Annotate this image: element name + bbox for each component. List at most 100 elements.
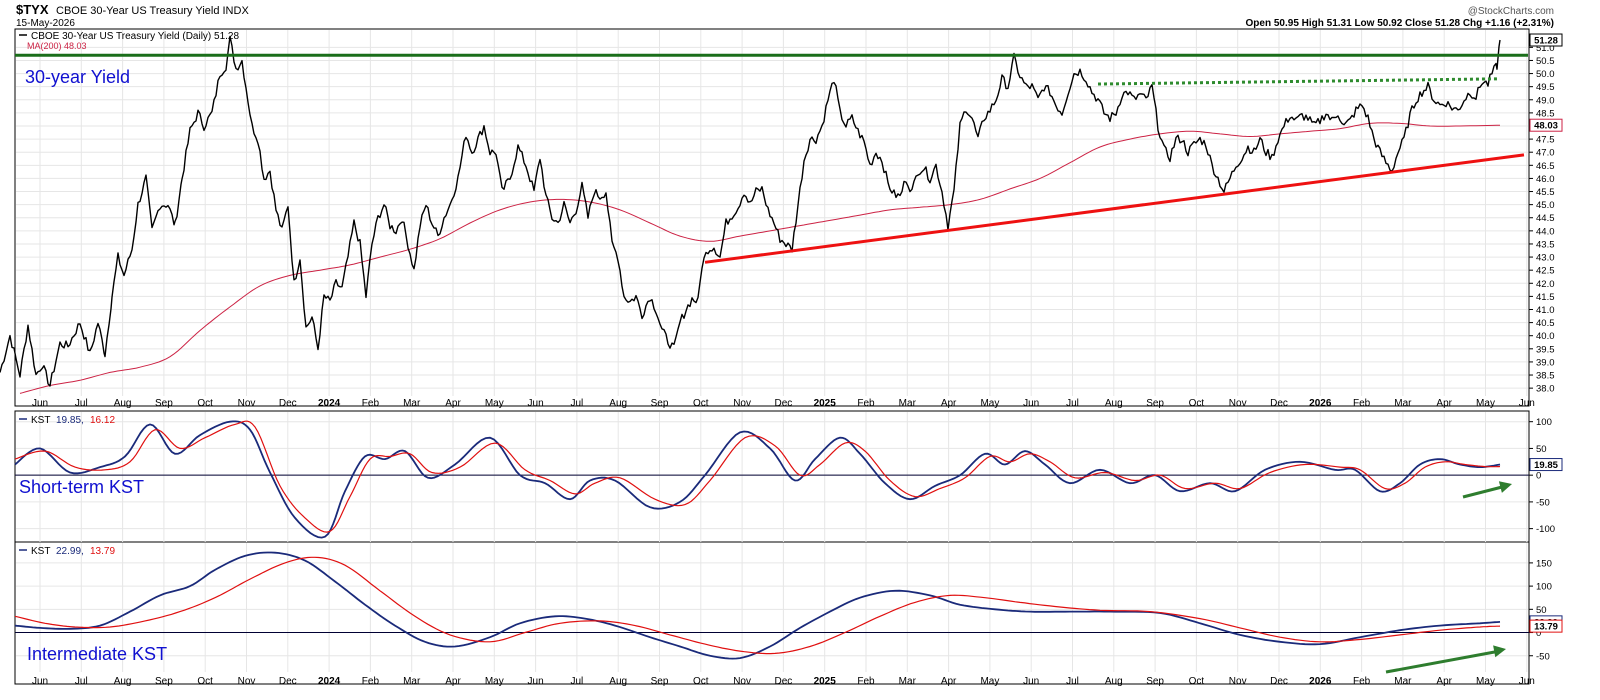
month-tick-label: Mar	[899, 676, 917, 687]
y-tick-label: 46.5	[1536, 161, 1555, 172]
price-legend: CBOE 30-Year US Treasury Yield (Daily) 5…	[19, 31, 239, 51]
month-tick-label: Oct	[1189, 676, 1205, 687]
month-tick-label: Aug	[1105, 676, 1123, 687]
symbol-label: $TYX	[16, 2, 49, 17]
dotted-resistance-line	[1097, 77, 1501, 86]
month-tick-label: Sep	[155, 676, 173, 687]
y-tick-label: 43.0	[1536, 253, 1555, 264]
month-tick-label: Feb	[857, 676, 875, 687]
y-tick-label: 43.5	[1536, 239, 1555, 250]
month-tick-label: Nov	[1229, 398, 1247, 409]
x-axis-ticks: Jun Jun Jul Jul Aug Aug Sep Sep Oct Oct Nov Nov Dec D…	[32, 398, 1535, 687]
short-kst-panel-label: Short-term KST	[19, 477, 144, 497]
y-tick-label: 50.0	[1536, 69, 1555, 80]
month-tick-label: Dec	[775, 676, 793, 687]
month-tick-label: Jul	[75, 398, 88, 409]
y-tick-label: 44.0	[1536, 226, 1555, 237]
month-tick-label: Sep	[651, 398, 669, 409]
month-tick-label: May	[1476, 676, 1495, 687]
month-tick-label: Dec	[279, 398, 297, 409]
month-tick-label: Jun	[1023, 676, 1039, 687]
intermediate-kst-slow-tag-box	[1529, 619, 1563, 633]
y-tick-label: 46.0	[1536, 174, 1555, 185]
month-tick-label: Apr	[1436, 676, 1452, 687]
month-tick-label: Dec	[1270, 398, 1288, 409]
y-tick-label: 0	[1536, 628, 1541, 639]
short-kst-tag-box	[1529, 458, 1563, 472]
short-kst-arrow	[1462, 484, 1507, 499]
y-tick-label: 50.5	[1536, 56, 1555, 67]
y-tick-label: 41.5	[1536, 292, 1555, 303]
month-tick-label: May	[980, 398, 999, 409]
month-tick-label: Feb	[362, 398, 380, 409]
y-tick-label: 150	[1536, 558, 1552, 569]
chart-date: 15-May-2026	[16, 18, 75, 29]
month-tick-label: Jun	[1519, 676, 1535, 687]
y-tick-label: 47.5	[1536, 135, 1555, 146]
short-kst-tag: 19.85	[1534, 460, 1558, 471]
month-tick-label: Nov	[238, 398, 256, 409]
month-tick-label: Jun	[528, 398, 544, 409]
month-tick-label: Oct	[693, 398, 709, 409]
y-tick-label: 42.0	[1536, 279, 1555, 290]
month-tick-label: Oct	[197, 676, 213, 687]
month-tick-label: Jul	[571, 676, 584, 687]
month-tick-label: Mar	[1394, 676, 1412, 687]
legend-ikst-slow: 13.79	[90, 546, 115, 557]
month-tick-label: Feb	[1353, 676, 1371, 687]
month-tick-label: Oct	[197, 398, 213, 409]
y-tick-label: 40.5	[1536, 318, 1555, 329]
month-tick-label: Apr	[941, 676, 957, 687]
y-tick-label: 50	[1536, 605, 1547, 616]
y-tick-label: 100	[1536, 417, 1552, 428]
month-tick-label: Jun	[32, 398, 48, 409]
kst-fast-line	[14, 551, 1501, 660]
y-tick-label: -50	[1536, 651, 1550, 662]
month-tick-label: Mar	[899, 398, 917, 409]
y-tick-label: -50	[1536, 497, 1550, 508]
y-tick-label: 100	[1536, 582, 1552, 593]
month-tick-label: Sep	[155, 398, 173, 409]
y-tick-label: 39.5	[1536, 344, 1555, 355]
legend-ikst-fast: 22.99,	[56, 546, 84, 557]
month-tick-label: Jul	[75, 676, 88, 687]
y-tick-label: 45.5	[1536, 187, 1555, 198]
month-tick-label: May	[485, 398, 504, 409]
month-tick-label: 2024	[318, 398, 341, 409]
y-axis-ticks: 38.0 38.5 39.0 39.5 40.0 40.5 41.0 41.5 42.0 42.5…	[1529, 43, 1555, 662]
kst-fast-line	[14, 420, 1501, 539]
month-tick-label: Dec	[279, 676, 297, 687]
legend-price-text: CBOE 30-Year US Treasury Yield (Daily) 5…	[31, 31, 239, 42]
month-tick-label: May	[980, 676, 999, 687]
price-line	[0, 35, 1501, 387]
month-tick-label: Feb	[362, 676, 380, 687]
y-tick-label: 45.0	[1536, 200, 1555, 211]
intermediate-kst-panel-label: Intermediate KST	[27, 644, 167, 664]
price-last-tag-box	[1529, 33, 1563, 47]
series-layer	[0, 35, 1529, 660]
intermediate-kst-arrow	[1385, 649, 1501, 674]
month-tick-label: Apr	[1436, 398, 1452, 409]
ma-last-tag: 48.03	[1534, 121, 1558, 132]
y-tick-label: 47.0	[1536, 148, 1555, 159]
short-kst-panel	[14, 410, 1530, 543]
y-tick-label: 41.0	[1536, 305, 1555, 316]
y-tick-label: 39.0	[1536, 357, 1555, 368]
y-tick-label: 42.5	[1536, 266, 1555, 277]
kst-slow-line	[14, 420, 1501, 533]
y-tick-label: 38.5	[1536, 371, 1555, 382]
y-tick-label: 38.0	[1536, 384, 1555, 395]
month-tick-label: May	[1476, 398, 1495, 409]
month-tick-label: Mar	[1394, 398, 1412, 409]
month-tick-label: 2026	[1309, 676, 1332, 687]
month-tick-label: Jul	[571, 398, 584, 409]
price-panel-label: 30-year Yield	[25, 67, 130, 87]
legend-ikst-label: KST	[31, 546, 50, 557]
intermediate-kst-panel	[14, 541, 1530, 685]
month-tick-label: Aug	[114, 676, 132, 687]
y-tick-label: 51.0	[1536, 43, 1555, 54]
month-tick-label: Oct	[1189, 398, 1205, 409]
ohlc-readout: Open 50.95 High 51.31 Low 50.92 Close 51…	[1246, 18, 1554, 29]
month-tick-label: Jun	[528, 676, 544, 687]
